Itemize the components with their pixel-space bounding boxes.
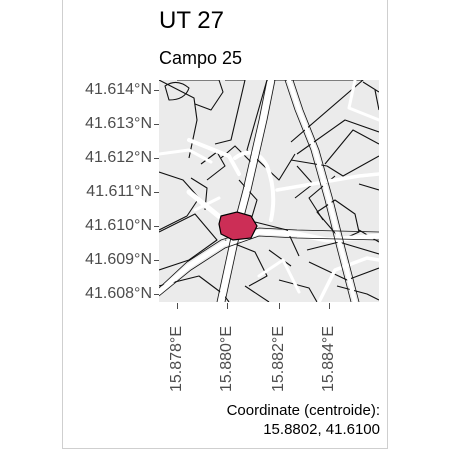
lon-label-4: 15.884°E: [320, 325, 337, 392]
lat-tick: [154, 158, 159, 159]
lat-tick: [154, 124, 159, 125]
map-subtitle: Campo 25: [159, 48, 243, 68]
roads: [159, 80, 379, 302]
lat-tick: [154, 90, 159, 91]
centroid-label: Coordinate (centroide):: [226, 402, 380, 419]
highlighted-parcel-outline: [218, 211, 258, 241]
centroid-caption: Coordinate (centroide): 15.8802, 41.6100: [227, 401, 380, 439]
lat-tick: [154, 226, 159, 227]
centroid-value: 15.8802, 41.6100: [263, 421, 380, 438]
lon-tick: [227, 303, 228, 309]
map-background: [159, 80, 379, 302]
lat-label-6: 41.609°N: [85, 251, 152, 268]
highlighted-parcel[interactable]: [219, 212, 257, 240]
lat-label-1: 41.614°N: [85, 81, 152, 98]
lat-label-3: 41.612°N: [85, 149, 152, 166]
map-panel[interactable]: [159, 80, 379, 302]
lon-label-3: 15.882°E: [270, 325, 287, 392]
street-map: [159, 80, 379, 302]
lat-tick: [154, 294, 159, 295]
lon-tick: [279, 303, 280, 309]
lat-label-4: 41.611°N: [86, 183, 152, 200]
lon-label-2: 15.880°E: [218, 325, 235, 392]
lat-label-5: 41.610°N: [85, 217, 152, 234]
lon-tick: [177, 303, 178, 309]
map-title: UT 27: [159, 7, 224, 34]
lon-label-1: 15.878°E: [168, 325, 185, 392]
block-outlines: [159, 80, 379, 302]
lat-tick: [154, 192, 159, 193]
lat-label-2: 41.613°N: [85, 115, 152, 132]
lon-tick: [329, 303, 330, 309]
lat-tick: [154, 260, 159, 261]
lat-label-7: 41.608°N: [85, 285, 152, 302]
